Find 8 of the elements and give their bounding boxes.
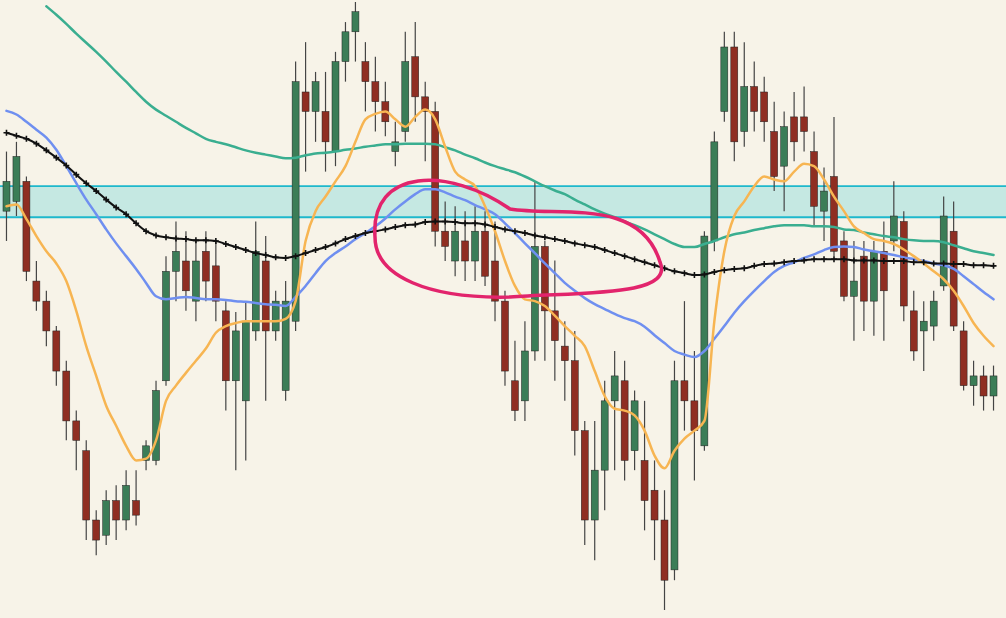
candlestick bbox=[919, 300, 928, 372]
candlestick bbox=[112, 484, 120, 541]
candlestick bbox=[561, 320, 569, 402]
candlestick bbox=[132, 469, 140, 527]
candlestick bbox=[92, 509, 100, 556]
candlestick bbox=[820, 166, 828, 242]
candlestick bbox=[800, 85, 808, 153]
candlestick bbox=[72, 409, 81, 471]
